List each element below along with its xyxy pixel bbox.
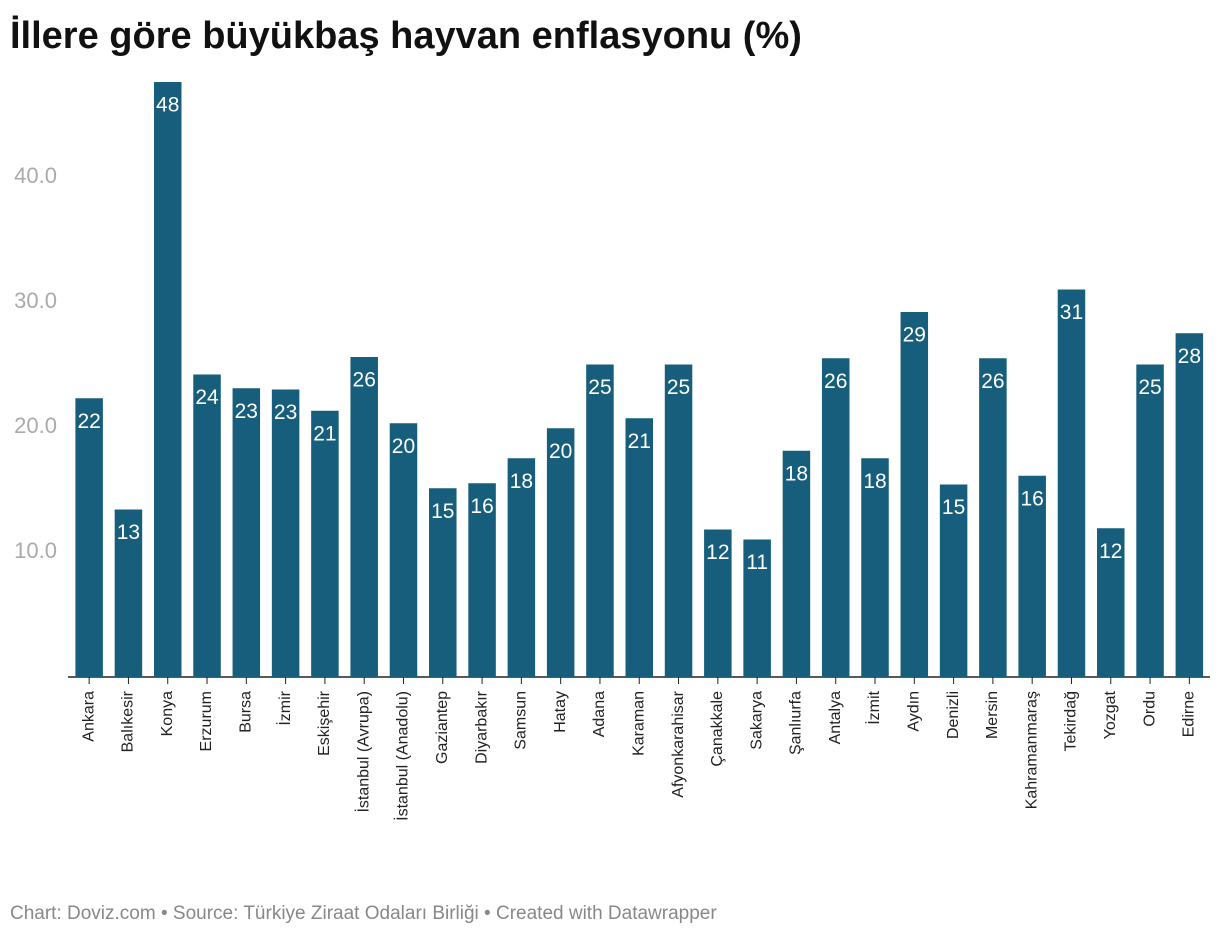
bar bbox=[350, 357, 378, 677]
x-tick-label: Balıkesir bbox=[120, 690, 137, 752]
x-tick-label: Denizli bbox=[945, 691, 962, 739]
bar bbox=[1136, 364, 1164, 677]
data-label: 25 bbox=[1138, 376, 1161, 399]
x-tick-label: Samsun bbox=[513, 691, 530, 750]
bar bbox=[625, 418, 654, 677]
data-label: 12 bbox=[706, 541, 729, 564]
x-tick-label: Ankara bbox=[80, 691, 97, 742]
data-label: 25 bbox=[588, 376, 611, 399]
data-label: 21 bbox=[313, 422, 336, 445]
data-label: 15 bbox=[431, 500, 454, 523]
bar bbox=[232, 388, 261, 677]
bar bbox=[743, 539, 771, 677]
data-label: 13 bbox=[117, 521, 140, 544]
x-tick-label: Sakarya bbox=[748, 691, 765, 750]
x-tick-label: İstanbul (Anadolu) bbox=[393, 691, 412, 821]
data-label: 26 bbox=[353, 369, 376, 392]
y-tick-label: 30.0 bbox=[14, 288, 57, 313]
data-label: 16 bbox=[1021, 487, 1044, 510]
data-label: 23 bbox=[274, 401, 297, 424]
data-label: 20 bbox=[392, 435, 415, 458]
bar bbox=[900, 312, 929, 677]
x-tick-label: Gaziantep bbox=[434, 691, 451, 764]
y-tick-label: 10.0 bbox=[14, 538, 57, 563]
data-label: 18 bbox=[863, 470, 886, 493]
bar bbox=[153, 82, 182, 677]
bar bbox=[311, 410, 339, 677]
x-tick-label: Yozgat bbox=[1102, 690, 1119, 739]
data-label: 12 bbox=[1099, 540, 1122, 563]
bar bbox=[1018, 475, 1046, 677]
bar bbox=[821, 358, 850, 677]
data-label: 21 bbox=[628, 430, 651, 453]
x-tick-label: Antalya bbox=[827, 691, 844, 744]
bar bbox=[1057, 289, 1086, 677]
x-tick-label: Eskişehir bbox=[316, 690, 333, 756]
bar bbox=[664, 364, 693, 677]
bar bbox=[704, 529, 732, 677]
bar bbox=[979, 358, 1007, 677]
data-label: 29 bbox=[903, 324, 926, 347]
data-label: 18 bbox=[510, 470, 533, 493]
x-tick-label: Mersin bbox=[984, 691, 1001, 739]
x-tick-label: Kahramanmaraş bbox=[1023, 691, 1040, 809]
data-label: 20 bbox=[549, 440, 572, 463]
x-tick-label: Erzurum bbox=[198, 691, 215, 751]
data-label: 26 bbox=[824, 370, 847, 393]
data-label: 31 bbox=[1060, 301, 1083, 324]
bar bbox=[75, 398, 103, 677]
bar bbox=[1097, 528, 1125, 677]
x-tick-label: İzmit bbox=[864, 690, 883, 724]
bar bbox=[939, 484, 968, 677]
data-label: 28 bbox=[1178, 345, 1201, 368]
data-label: 23 bbox=[235, 400, 258, 423]
bar bbox=[193, 374, 221, 677]
chart-title: İllere göre büyükbaş hayvan enflasyonu (… bbox=[10, 15, 802, 57]
data-label: 18 bbox=[785, 462, 808, 485]
bar bbox=[429, 488, 457, 677]
x-tick-label: Edirne bbox=[1181, 691, 1198, 737]
x-tick-label: Ordu bbox=[1141, 691, 1158, 727]
x-tick-label: Bursa bbox=[238, 691, 255, 733]
bar bbox=[546, 428, 575, 677]
x-tick-label: Adana bbox=[591, 691, 608, 737]
bar bbox=[586, 364, 614, 677]
y-tick-label: 20.0 bbox=[14, 413, 57, 438]
bar bbox=[507, 458, 536, 677]
x-tick-label: Çanakkale bbox=[709, 691, 726, 767]
data-label: 24 bbox=[195, 386, 219, 409]
x-tick-label: Diyarbakır bbox=[473, 690, 490, 764]
x-tick-label: Afyonkarahisar bbox=[670, 690, 687, 797]
x-tick-label: Tekirdağ bbox=[1063, 691, 1080, 751]
data-label: 22 bbox=[77, 410, 100, 433]
source-note: Chart: Doviz.com • Source: Türkiye Ziraa… bbox=[10, 903, 717, 924]
x-tick-label: İstanbul (Avrupa) bbox=[353, 691, 372, 813]
x-tick-label: İzmir bbox=[275, 690, 294, 725]
x-tick-label: Konya bbox=[159, 691, 176, 736]
x-tick-label: Şanlıurfa bbox=[788, 691, 805, 755]
bar bbox=[468, 483, 496, 677]
data-label: 48 bbox=[156, 94, 179, 117]
data-label: 15 bbox=[942, 496, 965, 519]
data-label: 16 bbox=[470, 495, 493, 518]
data-label: 25 bbox=[667, 376, 690, 399]
bar bbox=[782, 450, 811, 677]
data-label: 26 bbox=[981, 370, 1004, 393]
bar bbox=[271, 389, 300, 677]
x-tick-label: Karaman bbox=[630, 691, 647, 756]
y-tick-label: 40.0 bbox=[14, 163, 57, 188]
bar bbox=[114, 509, 143, 677]
data-label: 11 bbox=[746, 551, 768, 574]
x-tick-label: Hatay bbox=[552, 691, 569, 733]
bar bbox=[1175, 333, 1204, 677]
x-tick-label: Aydın bbox=[906, 691, 923, 732]
bar bbox=[861, 458, 889, 677]
bar bbox=[389, 423, 418, 677]
